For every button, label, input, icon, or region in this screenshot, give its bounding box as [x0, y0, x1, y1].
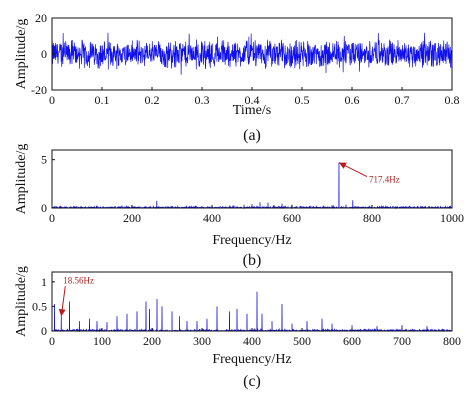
- chart-c-panel-label: (c): [243, 373, 261, 390]
- chart-a-xtick-label: 0.3: [195, 93, 210, 107]
- chart-a-xtick-label: 0.2: [145, 93, 160, 107]
- chart-b-ytick-label: 0: [41, 201, 47, 215]
- chart-b: 0 200 400 600 800 1000 5 0 717.4Hz Frequency/Hz…: [14, 144, 464, 269]
- chart-b-series-line: [51, 162, 453, 210]
- chart-a-xtick-label: 0.4: [245, 93, 260, 107]
- chart-a-xtick-label: 0.6: [345, 93, 360, 107]
- chart-c-xtick-label: 300: [193, 334, 211, 348]
- chart-a-ylabel: Amplitude/g: [14, 19, 29, 90]
- chart-a-ytick-label: 20: [35, 11, 47, 25]
- chart-a-xtick-label: 0: [49, 93, 55, 107]
- chart-a-xtick-label: 0.8: [445, 93, 460, 107]
- chart-a-xtick-label: 0.7: [395, 93, 410, 107]
- chart-b-annotation-arrowhead: [338, 162, 347, 169]
- chart-b-xlabel: Frequency/Hz: [212, 233, 291, 248]
- chart-c-annotation-label: 18.56Hz: [63, 275, 94, 285]
- chart-c-ylabel: Amplitude/g: [14, 266, 29, 337]
- chart-c: 0 100 200 300 400 500 600 700 800 1 0.5 0 18.56Hz F…: [14, 266, 461, 390]
- chart-c-xtick-label: 800: [443, 334, 461, 348]
- chart-b-xtick-label: 0: [49, 211, 55, 225]
- chart-c-xtick-label: 200: [143, 334, 161, 348]
- chart-b-panel-label: (b): [243, 252, 262, 269]
- chart-a-ytick-label: -20: [31, 83, 47, 97]
- chart-b-xtick-label: 200: [123, 211, 141, 225]
- chart-c-annotation-arrowhead: [58, 308, 66, 317]
- chart-c-series-line: [51, 291, 453, 333]
- chart-c-xtick-label: 100: [93, 334, 111, 348]
- chart-a-panel-label: (a): [243, 127, 261, 144]
- chart-c-ytick-label: 0.5: [32, 299, 47, 313]
- chart-c-ytick-label: 0: [41, 324, 47, 338]
- chart-b-xtick-label: 600: [283, 211, 301, 225]
- chart-b-annotation-label: 717.4Hz: [369, 175, 400, 185]
- chart-c-xtick-label: 500: [293, 334, 311, 348]
- chart-a-series-line: [51, 32, 453, 75]
- chart-b-annotation: 717.4Hz: [338, 162, 400, 185]
- chart-a-xtick-label: 0.5: [295, 93, 310, 107]
- chart-c-xtick-label: 700: [393, 334, 411, 348]
- chart-b-ylabel: Amplitude/g: [14, 144, 29, 215]
- chart-a-ytick-label: 0: [41, 47, 47, 61]
- chart-c-ytick-label: 1: [41, 275, 47, 289]
- chart-b-xtick-label: 400: [203, 211, 221, 225]
- chart-a-xtick-label: 0.1: [95, 93, 110, 107]
- chart-c-xtick-label: 400: [243, 334, 261, 348]
- chart-c-frame: [51, 271, 453, 332]
- chart-c-xtick-label: 0: [49, 334, 55, 348]
- chart-c-xlabel: Frequency/Hz: [212, 352, 291, 367]
- chart-b-xtick-label: 800: [363, 211, 381, 225]
- chart-b-ytick-label: 5: [41, 153, 47, 167]
- chart-b-xtick-label: 1000: [440, 211, 464, 225]
- chart-a-xlabel: Time/s: [233, 103, 271, 118]
- chart-c-annotation: 18.56Hz: [58, 275, 94, 317]
- chart-c-xtick-label: 600: [343, 334, 361, 348]
- chart-b-frame: [51, 149, 453, 209]
